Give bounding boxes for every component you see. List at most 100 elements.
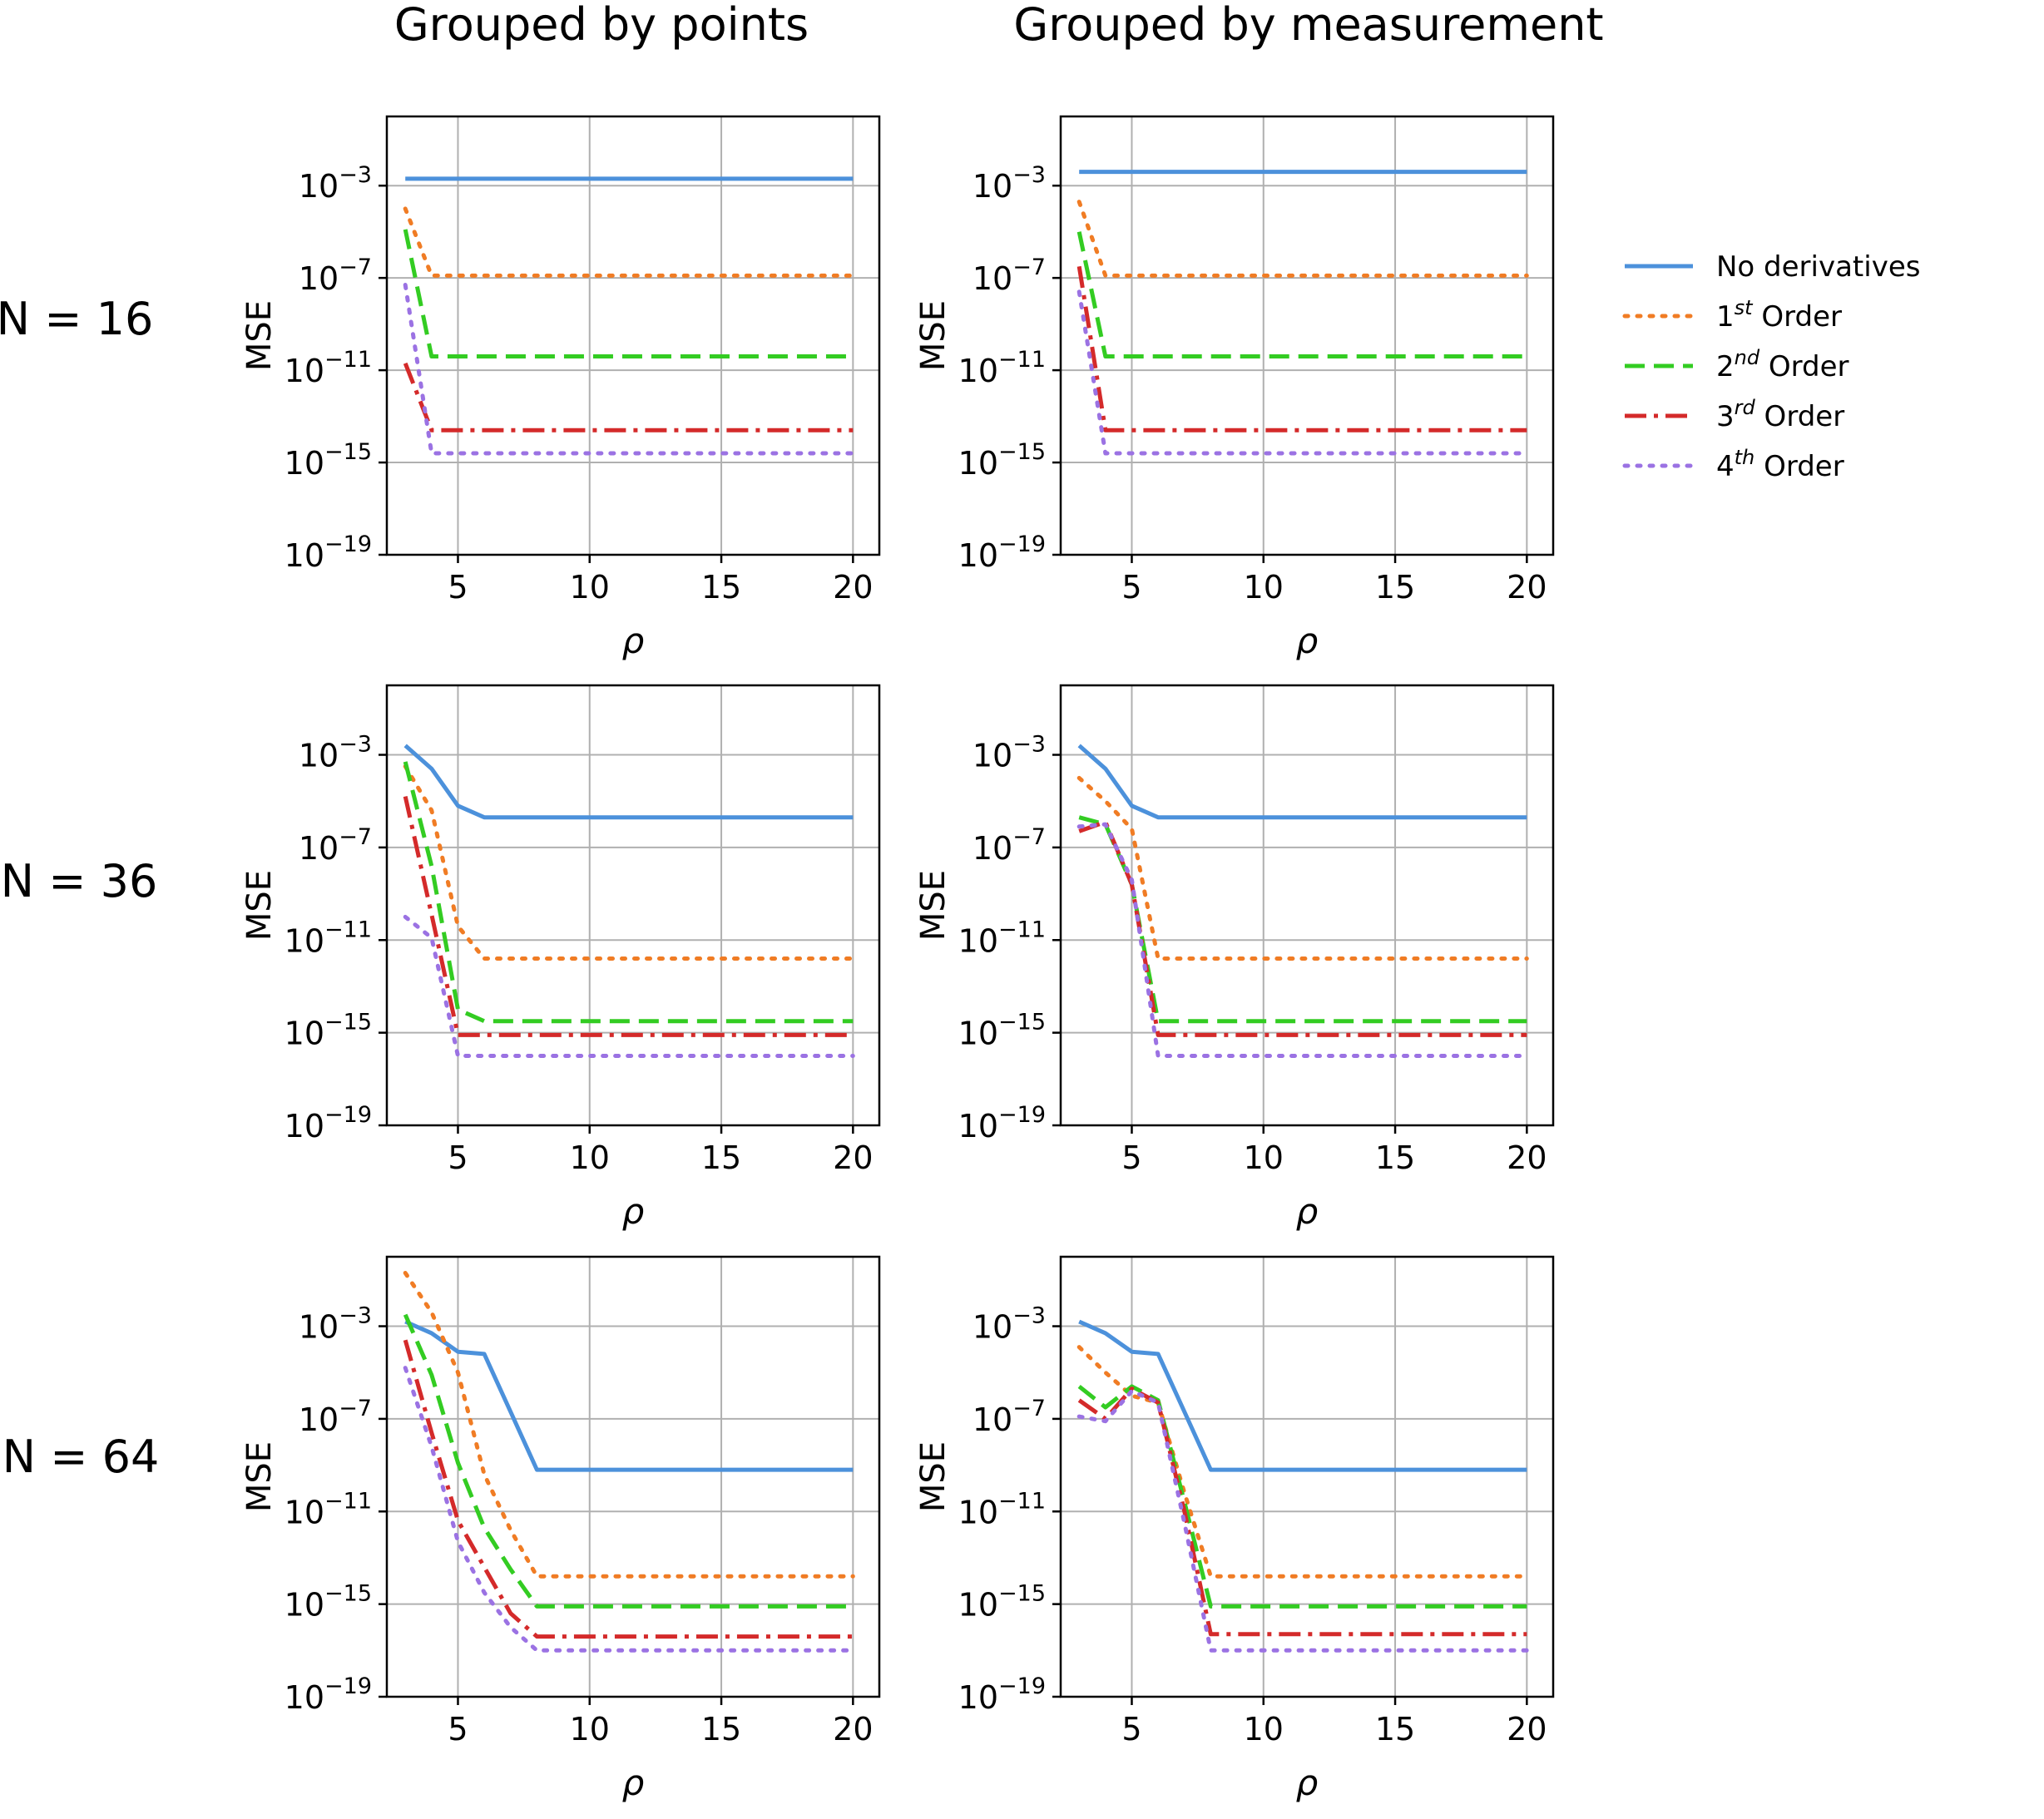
series-group (1076, 1319, 1529, 1653)
legend-label-1: No derivatives (1716, 250, 1920, 284)
x-tick-label: 10 (570, 569, 610, 606)
series-line-4th-order (1076, 289, 1529, 456)
series-group (403, 1271, 855, 1653)
series-line-4th-order (1076, 822, 1529, 1058)
row-label-n36: N = 36 (1, 855, 158, 907)
series-group (1076, 170, 1529, 456)
x-axis-label: ρ (1296, 1762, 1319, 1803)
axes-frame (1059, 684, 1555, 1127)
subplot-3: 5 10 15 20 10−3 10−7 10−11 10−15 10−19 MSE ρ (240, 684, 881, 1232)
x-tick-label: 15 (701, 1711, 741, 1747)
x-axis-label: ρ (622, 1191, 645, 1232)
x-tick-label: 5 (448, 1711, 468, 1747)
x-tick-label: 20 (833, 569, 873, 606)
y-tick-label: 10−15 (958, 1010, 1046, 1052)
y-axis-label: MSE (914, 870, 953, 941)
x-tick-label: 15 (701, 1139, 741, 1176)
y-tick-label: 10−15 (285, 1581, 372, 1624)
y-tick-label: 10−3 (299, 1303, 372, 1346)
series-line-no-derivatives (1078, 1319, 1527, 1472)
y-tick-label: 10−15 (285, 439, 372, 482)
series-line-3rd-order (403, 1339, 854, 1639)
axes-frame (385, 1255, 881, 1698)
series-line-2nd-order (403, 229, 854, 358)
legend: No derivatives 1st Order 2nd Order 3rd Orde… (1622, 250, 1920, 483)
series-line-no-derivatives (403, 744, 854, 820)
axes-frame (1059, 115, 1555, 556)
x-tick-label: 15 (701, 569, 741, 606)
series-group (403, 176, 855, 456)
y-tick-label: 10−7 (299, 1396, 372, 1438)
subplot-2: 5 10 15 20 10−3 10−7 10−11 10−15 10−19 MSE ρ (914, 115, 1555, 661)
y-tick-label: 10−19 (285, 1102, 372, 1144)
row-label-n16: N = 16 (0, 293, 153, 345)
y-axis-label: MSE (240, 300, 279, 371)
series-line-1st-order (403, 1271, 855, 1579)
series-group (403, 744, 855, 1058)
y-axis-label: MSE (914, 1441, 953, 1512)
x-tick-label: 5 (448, 1139, 468, 1176)
subplot-1: 5 10 15 20 10−3 10−7 10−11 10−15 10−19 MSE ρ (240, 115, 881, 661)
series-line-3rd-order (1078, 819, 1527, 1037)
x-axis-label: ρ (622, 620, 645, 661)
y-tick-label: 10−11 (958, 347, 1046, 389)
y-tick-label: 10−3 (973, 162, 1046, 205)
x-tick-label: 15 (1375, 1711, 1415, 1747)
y-tick-label: 10−19 (958, 531, 1046, 574)
x-axis-label: ρ (622, 1762, 645, 1803)
x-axis-label: ρ (1296, 620, 1319, 661)
series-line-2nd-order (1076, 231, 1527, 358)
axes-frame (385, 115, 881, 556)
y-tick-label: 10−3 (299, 732, 372, 774)
subplot-6: 5 10 15 20 10−3 10−7 10−11 10−15 10−19 MSE ρ (914, 1255, 1555, 1803)
x-tick-label: 5 (1121, 569, 1141, 606)
x-tick-label: 20 (1507, 569, 1547, 606)
x-tick-label: 10 (570, 1139, 610, 1176)
column-title-grouped-by-points: Grouped by points (394, 0, 809, 51)
series-line-3rd-order (403, 796, 854, 1037)
subplot-5: 5 10 15 20 10−3 10−7 10−11 10−15 10−19 MSE ρ (240, 1255, 881, 1803)
legend-label-3: 2nd Order (1716, 346, 1849, 383)
y-tick-label: 10−3 (973, 732, 1046, 774)
legend-label-5: 4th Order (1716, 446, 1844, 483)
y-tick-label: 10−11 (285, 347, 372, 389)
series-line-4th-order (403, 1366, 855, 1653)
y-axis-label: MSE (914, 300, 953, 371)
legend-label-4: 3rd Order (1716, 396, 1844, 433)
x-tick-label: 5 (448, 569, 468, 606)
x-tick-label: 10 (570, 1711, 610, 1747)
series-line-1st-order (1076, 200, 1529, 278)
y-tick-label: 10−3 (973, 1303, 1046, 1346)
x-tick-label: 5 (1121, 1139, 1141, 1176)
y-tick-label: 10−11 (958, 917, 1046, 959)
x-tick-label: 20 (1507, 1139, 1547, 1176)
y-tick-label: 10−15 (958, 439, 1046, 482)
y-tick-label: 10−7 (973, 824, 1046, 867)
y-tick-label: 10−19 (285, 531, 372, 574)
series-line-1st-order (1076, 1345, 1529, 1579)
x-tick-label: 10 (1244, 1139, 1284, 1176)
x-tick-label: 20 (833, 1139, 873, 1176)
x-tick-label: 10 (1244, 1711, 1284, 1747)
y-tick-label: 10−7 (299, 824, 372, 867)
subplot-4: 5 10 15 20 10−3 10−7 10−11 10−15 10−19 MSE ρ (914, 684, 1555, 1232)
series-line-4th-order (1076, 1389, 1529, 1653)
y-tick-label: 10−7 (299, 255, 372, 297)
x-tick-label: 10 (1244, 569, 1284, 606)
y-axis-label: MSE (240, 1441, 279, 1512)
y-tick-label: 10−7 (973, 255, 1046, 297)
series-line-4th-order (403, 914, 855, 1058)
y-axis-label: MSE (240, 870, 279, 941)
x-tick-label: 20 (1507, 1711, 1547, 1747)
y-tick-label: 10−11 (285, 917, 372, 959)
x-tick-label: 5 (1121, 1711, 1141, 1747)
series-line-no-derivatives (1077, 744, 1527, 820)
y-tick-label: 10−3 (299, 162, 372, 205)
series-line-1st-order (403, 764, 855, 961)
x-tick-label: 15 (1375, 1139, 1415, 1176)
series-group (1076, 744, 1529, 1058)
y-tick-label: 10−15 (285, 1010, 372, 1052)
series-line-2nd-order (403, 761, 854, 1024)
series-line-3rd-order (403, 362, 854, 433)
